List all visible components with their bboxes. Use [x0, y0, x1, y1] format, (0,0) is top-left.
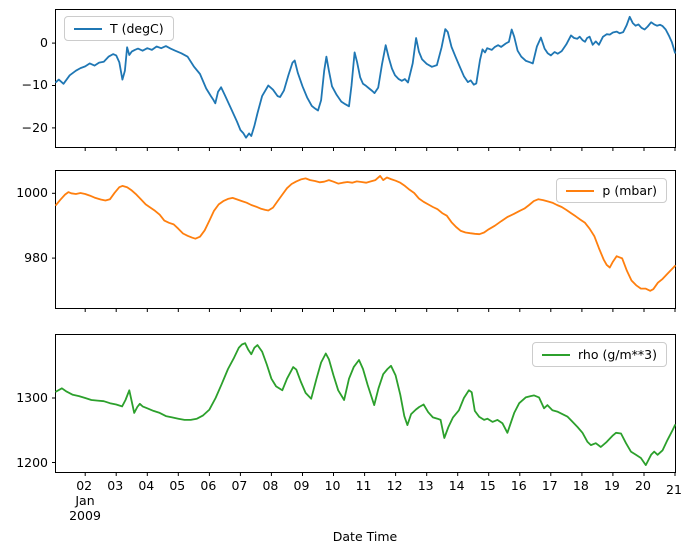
- legend-temperature: T (degC): [64, 16, 174, 41]
- x-tick-labels: 02 03 04 05 06 07 08 09 10 11 12 13 14 15 16 17 18 19 20 21: [0, 478, 693, 498]
- legend-line-sample-temperature: [74, 27, 102, 30]
- x-tick-label: 15: [479, 478, 496, 493]
- x-tick-label: 08: [262, 478, 279, 493]
- legend-label-density: rho (g/m**3): [578, 347, 657, 362]
- legend-line-sample-pressure: [566, 189, 595, 192]
- x-tick-label: 14: [448, 478, 465, 493]
- y-tick-label: −10: [21, 77, 48, 93]
- legend-line-sample-density: [542, 353, 570, 356]
- x-axis-label: Date Time: [332, 529, 398, 544]
- x-tick-label: 17: [541, 478, 558, 493]
- x-tick-label: 10: [324, 478, 341, 493]
- x-tick-label: 06: [200, 478, 217, 493]
- y-tick-label: 1000: [16, 185, 48, 201]
- y-tick-label: 980: [24, 250, 48, 266]
- density-subplot: rho (g/m**3) 1300 1200: [16, 334, 676, 476]
- x-tick-label: 20: [635, 478, 651, 493]
- legend-density: rho (g/m**3): [532, 342, 667, 367]
- x-tick-label: 04: [138, 478, 155, 493]
- x-tick-label: 09: [293, 478, 310, 493]
- y-tick-label: 0: [40, 35, 48, 51]
- y-tick-label: −20: [21, 119, 48, 135]
- temperature-subplot: T (degC) 0 −10 −20: [22, 9, 676, 151]
- legend-label-temperature: T (degC): [110, 21, 164, 36]
- x-axis-month-year-label: Jan 2009: [53, 493, 117, 523]
- x-axis-sublabel: Jan: [75, 493, 95, 508]
- density-line-chart: [52, 342, 676, 476]
- x-tick-label: 02: [76, 478, 93, 493]
- pressure-line-chart: [52, 175, 676, 312]
- x-tick-label: 11: [355, 478, 372, 493]
- x-tick-label: 03: [107, 478, 124, 493]
- x-tick-label: 16: [510, 478, 527, 493]
- x-tick-label: 18: [572, 478, 589, 493]
- y-tick-label: 1200: [16, 454, 48, 470]
- x-tick-label: 19: [603, 478, 620, 493]
- y-tick-label: 1300: [16, 390, 48, 406]
- x-tick-label: 07: [231, 478, 248, 493]
- x-tick-label: 05: [169, 478, 186, 493]
- pressure-subplot: p (mbar) 1000 980: [16, 170, 676, 312]
- legend-pressure: p (mbar): [556, 178, 667, 203]
- x-tick-label: 12: [386, 478, 403, 493]
- x-tick-label: 13: [417, 478, 434, 493]
- temperature-line-chart: [52, 15, 676, 151]
- x-axis-sublabel: 2009: [69, 508, 101, 523]
- x-tick-label: 21: [666, 482, 682, 497]
- legend-label-pressure: p (mbar): [602, 183, 657, 198]
